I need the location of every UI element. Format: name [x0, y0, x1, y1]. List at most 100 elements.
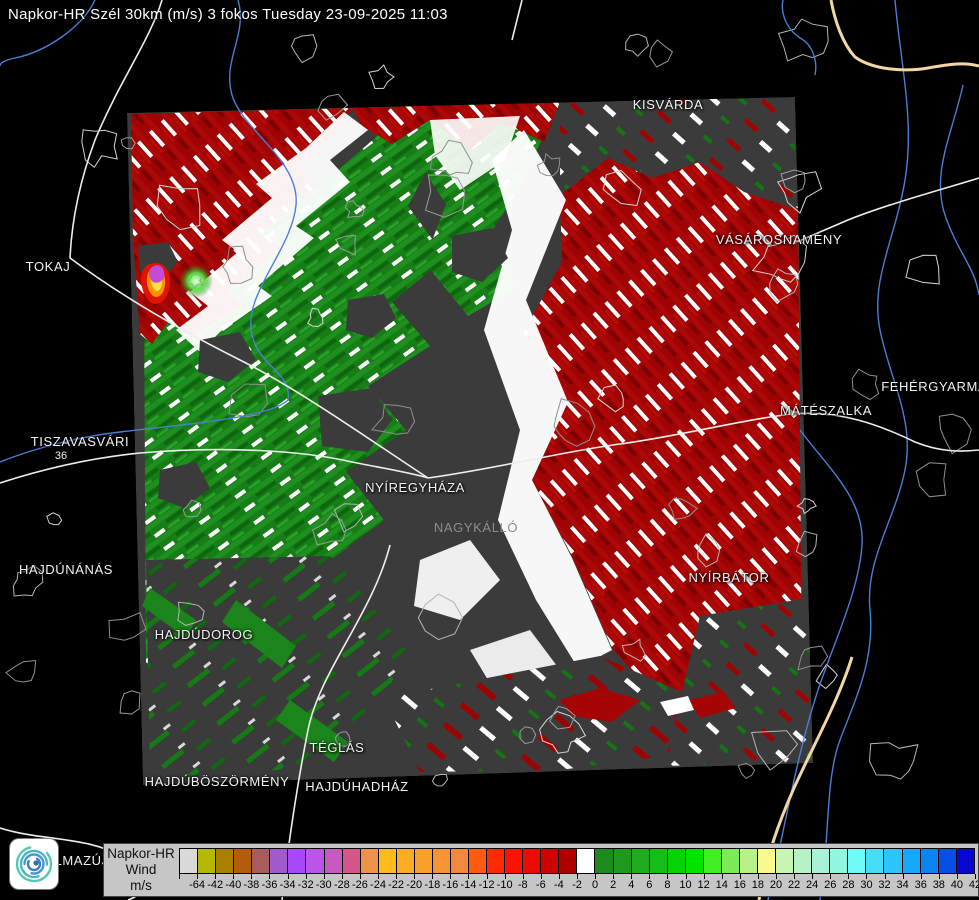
scale-tick: [540, 874, 542, 879]
scale-tick: [830, 874, 832, 879]
color-scale: -64 -42 -40 -38 -36 -34 -32 -30 -28 -26 -24 -22 -20-…: [179, 848, 979, 894]
scale-cell: [523, 849, 542, 873]
scale-label: -40: [225, 879, 242, 891]
boundary-outline: [187, 273, 205, 290]
city-label-tiszavasvari: TISZAVASVÁRI: [30, 434, 130, 449]
scale-tick: [558, 874, 560, 879]
city-label-tokaj: TOKAJ: [25, 259, 71, 274]
scale-tick: [341, 874, 343, 879]
city-label-nyirbator: NYÍRBÁTOR: [688, 570, 770, 585]
scale-cell: [595, 849, 614, 873]
scale-cell: [577, 849, 596, 873]
map-title: Napkor-HR Szél 30km (m/s) 3 fokos Tuesda…: [8, 6, 448, 23]
boundary-outline: [776, 171, 823, 214]
scale-cell: [902, 849, 921, 873]
scale-label: 14: [715, 879, 728, 891]
scale-cell: [631, 849, 650, 873]
city-label-nyiregyhaza: NYÍREGYHÁZA: [365, 480, 465, 495]
boundary-outline: [519, 726, 537, 745]
scale-cell: [685, 849, 704, 873]
boundary-outline: [182, 499, 202, 518]
scale-tick: [649, 874, 651, 879]
scale-cell: [848, 849, 867, 873]
scale-label: -14: [460, 879, 477, 891]
scale-cell: [469, 849, 488, 873]
scale-tick: [776, 874, 777, 879]
city-label-hajduboszormeny: HAJDÚBÖSZÖRMÉNY: [144, 774, 290, 789]
scale-tick: [179, 874, 180, 879]
scale-cell: [234, 849, 253, 873]
boundary-outline: [371, 404, 416, 435]
scale-cell: [721, 849, 740, 873]
boundary-outline: [769, 268, 799, 303]
boundary-outline: [312, 512, 347, 546]
scale-cell: [342, 849, 361, 873]
scale-cell: [920, 849, 939, 873]
color-scale-bar: [179, 848, 975, 874]
scale-tick: [685, 874, 687, 879]
boundary-outline: [797, 645, 829, 671]
scale-label: -6: [535, 879, 546, 891]
scale-label: 10: [679, 879, 692, 891]
scale-label: 16: [733, 879, 746, 891]
boundary-outline: [431, 773, 449, 787]
scale-tick: [938, 874, 940, 879]
boundary-outline: [780, 169, 806, 194]
scale-tick: [595, 874, 597, 879]
legend-product: Napkor-HR: [107, 846, 175, 861]
scale-cell: [739, 849, 758, 873]
boundary-outline: [750, 730, 799, 771]
scale-label: -42: [207, 879, 224, 891]
scale-cell: [613, 849, 632, 873]
scale-label: -34: [279, 879, 296, 891]
boundary-outline: [108, 612, 147, 641]
scale-label: -38: [243, 879, 260, 891]
city-label-hajduhadhaz: HAJDÚHADHÁZ: [305, 779, 409, 794]
scale-tick: [794, 874, 796, 879]
scale-label: -8: [517, 879, 528, 891]
scale-tick: [359, 874, 361, 879]
scale-label: 22: [787, 879, 801, 891]
scale-cell: [306, 849, 325, 873]
scale-label: 4: [628, 879, 635, 891]
city-label-mateszalka: MÁTÉSZALKA: [780, 403, 872, 418]
boundary-outline: [228, 383, 268, 418]
boundary-outline: [307, 307, 324, 328]
boundary-outline: [5, 659, 37, 683]
road-number-label: 36: [54, 450, 68, 462]
boundary-outline: [597, 384, 624, 413]
scale-label: -2: [572, 879, 582, 891]
scale-label: 18: [751, 879, 765, 891]
scale-label: 2: [610, 879, 617, 891]
boundary-outline: [417, 593, 464, 641]
scale-tick: [812, 874, 814, 879]
scale-cell: [450, 849, 469, 873]
boundary-outline: [621, 638, 647, 662]
scale-label: -30: [315, 879, 332, 891]
boundary-outline: [333, 503, 364, 533]
scale-label: 42: [968, 879, 979, 891]
scale-label: -22: [388, 879, 405, 891]
boundary-outline: [119, 690, 141, 715]
scale-cell: [288, 849, 307, 873]
scale-tick: [287, 874, 289, 879]
scale-cell: [866, 849, 885, 873]
scale-cell: [667, 849, 686, 873]
boundary-outline: [938, 413, 972, 455]
boundary-outline: [334, 234, 356, 256]
scale-tick: [468, 874, 470, 879]
boundary-outline: [751, 234, 808, 283]
scale-label: -20: [406, 879, 423, 891]
boundary-outline: [625, 33, 649, 57]
scale-tick: [577, 874, 578, 879]
scale-label: 36: [914, 879, 927, 891]
boundary-outline: [868, 742, 919, 780]
scale-label: 24: [806, 879, 819, 891]
boundary-outline: [12, 564, 44, 597]
boundary-outline: [915, 462, 947, 498]
boundary-outline: [602, 169, 642, 207]
scale-label: -26: [351, 879, 368, 891]
scale-cell: [360, 849, 379, 873]
scale-cell: [703, 849, 722, 873]
